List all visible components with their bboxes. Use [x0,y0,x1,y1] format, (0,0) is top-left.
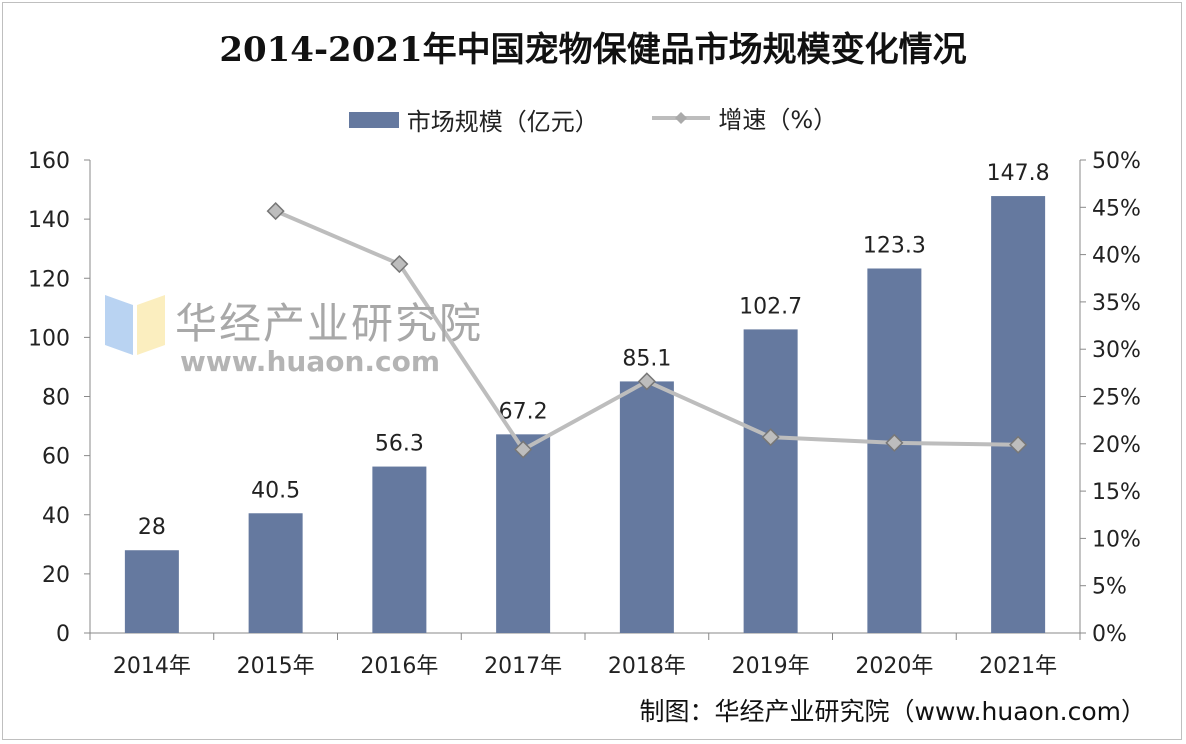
source-note: 制图：华经产业研究院（www.huaon.com） [639,697,1146,726]
y-right-tick-label: 50% [1092,149,1141,174]
x-tick-label: 2021年 [979,654,1057,679]
watermark-url: www.huaon.com [180,345,441,378]
legend-bar-swatch [348,111,399,128]
y-right-tick-label: 35% [1092,291,1141,316]
x-tick-label: 2014年 [113,654,191,679]
x-tick-label: 2017年 [484,654,562,679]
y-right-tick-label: 5% [1092,575,1127,600]
growth-marker [885,433,904,452]
y-left-tick-label: 20 [42,563,70,588]
growth-marker [390,254,409,274]
legend-label: 市场规模（亿元） [406,108,599,136]
bar-data-label: 56.3 [375,432,424,457]
growth-marker [514,440,533,459]
y-right-tick-label: 0% [1092,622,1127,647]
bar-data-label: 102.7 [739,294,802,319]
watermark-name: 华经产业研究院 [175,299,484,348]
growth-marker [637,372,656,391]
y-left-tick-label: 80 [42,386,70,411]
y-right-tick-label: 15% [1092,480,1141,505]
legend: 市场规模（亿元） 增速（%） [0,100,1186,137]
bar [743,329,798,633]
legend-item-line: 增速（%） [650,100,837,135]
y-right-tick-label: 10% [1092,527,1141,552]
bar-data-label: 123.3 [863,233,926,258]
y-left-tick-label: 0 [56,622,70,647]
y-right-tick-label: 45% [1092,196,1141,221]
bar [248,513,303,633]
y-left-tick-label: 100 [28,326,70,351]
bar [496,434,551,633]
y-left-tick-label: 120 [28,267,70,292]
watermark-logo [105,295,165,355]
x-tick-label: 2020年 [855,654,933,679]
y-left-tick-label: 40 [42,504,70,529]
bar [991,196,1046,633]
legend-label: 增速（%） [718,106,838,134]
growth-marker [266,202,285,221]
y-right-tick-label: 20% [1092,433,1141,458]
growth-marker [1009,435,1028,454]
legend-item-bar: 市场规模（亿元） [348,102,599,137]
y-left-tick-label: 60 [42,445,70,470]
bar [619,381,674,633]
legend-line-swatch [652,111,711,124]
y-right-tick-label: 30% [1092,338,1141,363]
y-right-tick-label: 40% [1092,244,1141,269]
bar [124,550,179,633]
x-tick-label: 2018年 [608,654,686,679]
bar-data-label: 40.5 [251,478,300,503]
x-tick-label: 2019年 [732,654,810,679]
y-right-tick-label: 25% [1092,386,1141,411]
x-tick-label: 2016年 [360,654,438,679]
x-tick-label: 2015年 [237,654,315,679]
chart-title: 2014-2021年中国宠物保健品市场规模变化情况 [219,30,967,70]
bar [372,466,427,633]
y-left-tick-label: 140 [28,208,70,233]
y-left-tick-label: 160 [28,149,70,174]
bar-data-label: 28 [138,515,166,540]
bar-data-label: 85.1 [622,346,671,371]
bar-data-label: 147.8 [987,161,1050,186]
growth-marker [761,428,780,447]
bar-data-label: 67.2 [499,399,548,424]
